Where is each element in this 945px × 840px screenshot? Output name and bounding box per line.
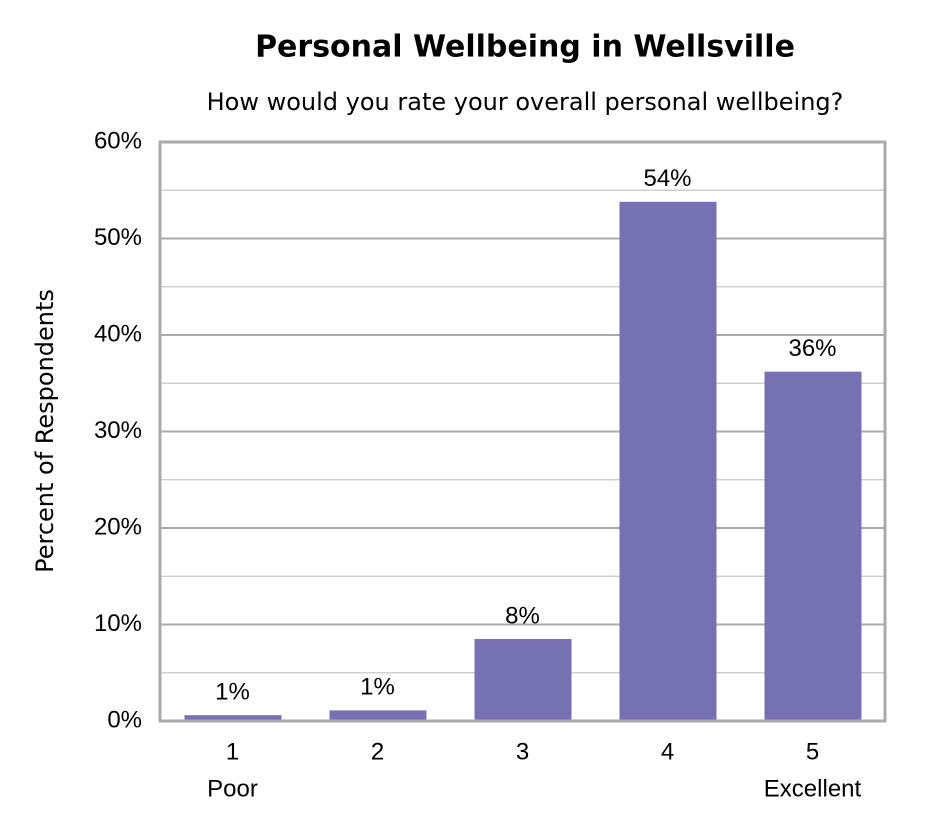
y-tick-label: 40% [94,320,142,347]
x-tick-label: 1 [226,738,239,765]
x-tick-sublabel: Poor [207,775,258,802]
bar [184,715,282,721]
y-axis-label: Percent of Respondents [31,289,59,573]
x-tick-label: 3 [516,738,529,765]
y-tick-label: 20% [94,513,142,540]
value-label: 8% [505,602,540,629]
value-label: 1% [215,679,250,706]
y-tick-label: 60% [94,127,142,154]
bar [764,371,862,721]
x-tick-label: 5 [806,738,819,765]
x-tick-sublabel: Excellent [764,775,862,802]
y-tick-label: 0% [107,706,142,733]
chart-title: Personal Wellbeing in Wellsville [255,30,795,65]
y-tick-label: 30% [94,417,142,444]
bar [329,710,427,721]
bar [619,201,717,721]
plot-border [158,140,887,723]
value-label: 1% [360,674,395,701]
value-label: 54% [643,165,691,192]
y-tick-label: 10% [94,610,142,637]
chart-subtitle: How would you rate your overall personal… [207,88,844,116]
x-tick-label: 2 [371,738,384,765]
bar [474,638,572,721]
value-label: 36% [788,335,836,362]
y-tick-label: 50% [94,224,142,251]
x-tick-label: 4 [661,738,674,765]
